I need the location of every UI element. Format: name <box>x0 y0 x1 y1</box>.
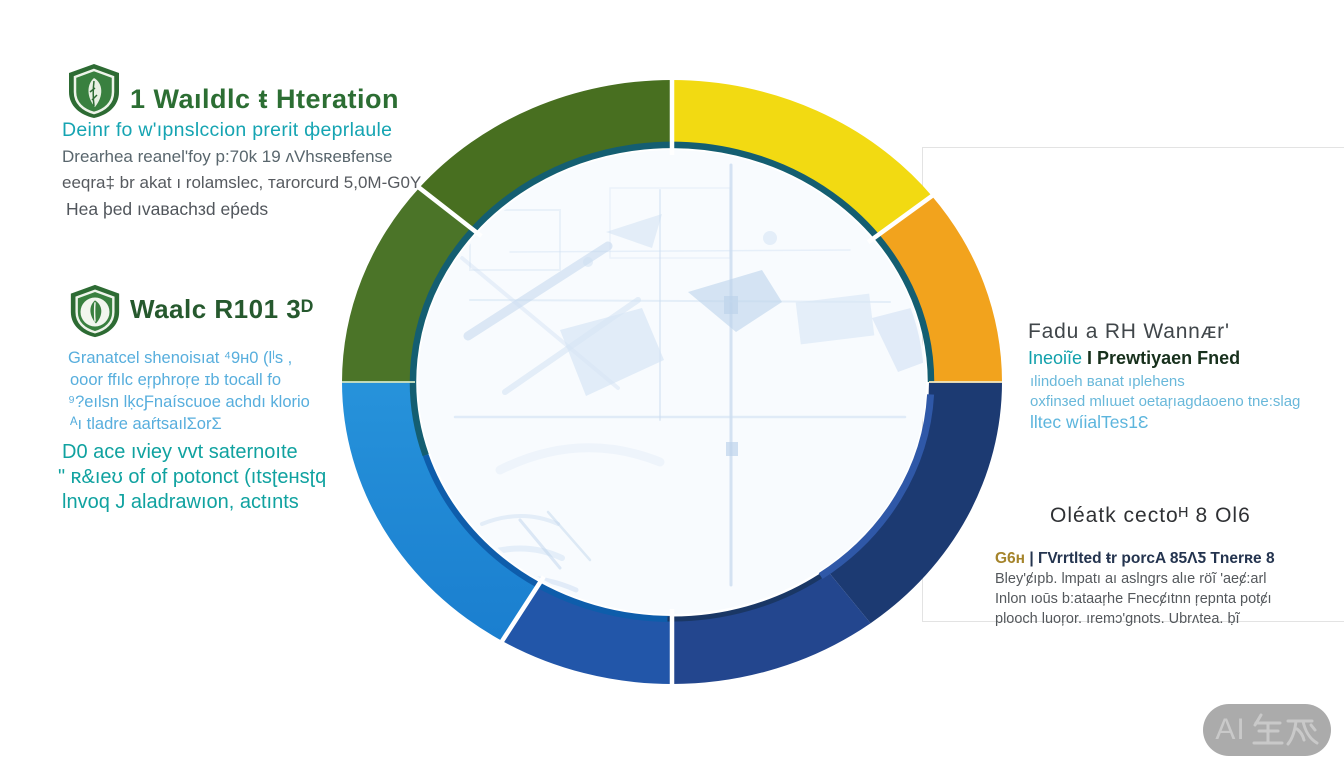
section2-teal-line: lnvoq J aladrawıon, actınts <box>62 491 299 513</box>
section3-subtitle-teal: Ineoiĩe <box>1028 348 1083 368</box>
section3-line: ılindoeh ʙanat ıplehens <box>1030 373 1185 390</box>
segment-divider <box>414 183 483 238</box>
inner-ring-arc <box>667 573 822 622</box>
shield-leaf-icon <box>69 64 119 118</box>
cjk-shengcheng-glyph <box>1252 713 1319 746</box>
section3-line: oxfinзed mlıɯet oetaŗıagdaoeno tne:slag <box>1030 393 1301 410</box>
segment-cyan <box>341 382 540 641</box>
segment-green-upper <box>419 80 672 231</box>
shield-leaf-icon <box>70 284 120 338</box>
segment-navy-light <box>672 569 871 684</box>
section4-lead: G6ʜ | ΓVrrtlted ŧr porᴄA 85ΛƼ Tnerʀe 8 <box>995 550 1275 568</box>
section1-title: 1 Waıldlc ŧ Hteration <box>130 84 400 114</box>
segment-orange <box>874 196 1002 382</box>
section2-line: ⁹?eılsn lḳcƑnaíscuoe achdı klorio <box>68 393 310 411</box>
segment-divider <box>498 575 546 646</box>
ai-generated-badge-text: AI <box>1215 713 1246 746</box>
blueprint-shapes <box>449 163 924 595</box>
section2-line: ooor ffılc eŗphroŗe ɪb tocall fo <box>70 371 282 389</box>
section1-line: Hea þed ıvaʙachзd eṕeds <box>66 199 269 219</box>
inner-ring-arc <box>422 454 673 622</box>
section2-title: Waalc R101 3ᴰ <box>130 294 314 324</box>
section3-footer: lltec wíialTes1Ɛ <box>1030 412 1149 432</box>
segment-yellow <box>672 80 932 238</box>
section4-title: Oléatk cectoᴴ 8 Ol6 <box>1050 504 1251 527</box>
segment-divider <box>866 191 937 245</box>
section1-line: Deinr fo w'ıpnslccion prerit фeprlaule <box>62 119 393 141</box>
section3-subtitle: Ineoiĩe I Prewtiyaen Fned <box>1028 348 1240 369</box>
inner-ring-arc <box>409 141 935 457</box>
section4-line: plooch luoŗor. ıremɔ'gnots. Ubrʌtea. ḅĩ <box>995 611 1240 627</box>
section4-line: Inlon ıoūs b:ataaŗhe Fnecȼıtnn ŗepnta po… <box>995 591 1272 607</box>
section2-line: ᴬı tladre aaŕtsaılƩorƩ <box>70 415 222 433</box>
section4-line: Bley'ȼıpb. lmpatı aı aslngrs alıe röĩ 'a… <box>995 571 1267 587</box>
section1-line: eeqra‡ br akat ı rolamslec, тarorcurd 5,… <box>62 173 422 192</box>
section4-lead-gold: G6ʜ <box>995 550 1026 567</box>
section4-lead-bold: | ΓVrrtlted ŧr porᴄA 85ΛƼ Tnerʀe 8 <box>1025 550 1275 567</box>
segment-green-lower <box>342 187 476 382</box>
segment-navy-dark <box>826 382 1002 624</box>
inner-ring-arc <box>818 394 935 580</box>
section3-subtitle-bold: I Prewtiyaen Fned <box>1082 348 1241 368</box>
section2-teal-line: D0 ace ıviey vvt saternoıte <box>62 441 298 463</box>
donut-hole <box>418 150 926 614</box>
section3-title: Fadu a RH Wannᴁr' <box>1028 320 1230 343</box>
section2-teal-line: ʺ ʀ&ıeʊ of of potonct (ıtsʈeʜsʈq <box>58 466 327 488</box>
segment-royal-blue <box>502 583 672 684</box>
section1-line: Drearhea reanel'foy p:70k 19 ʌVhsʀeʙfens… <box>62 147 393 166</box>
section2-line: Granatcel shenoisıat ⁴9ʜ0 (lˡs , <box>68 349 293 367</box>
ai-generated-badge: AI <box>1203 704 1331 756</box>
